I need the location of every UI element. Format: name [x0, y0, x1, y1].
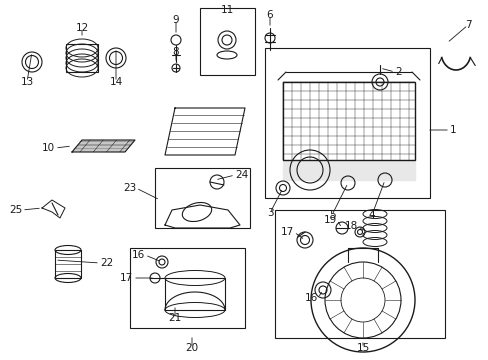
- Text: 22: 22: [100, 258, 113, 268]
- Text: 23: 23: [122, 183, 136, 193]
- Bar: [66, 44, 98, 72]
- Text: 24: 24: [235, 170, 248, 180]
- Text: 12: 12: [75, 23, 88, 33]
- Bar: [164, 278, 224, 310]
- Text: 5: 5: [328, 210, 335, 220]
- Text: 10: 10: [42, 143, 55, 153]
- Text: 17: 17: [120, 273, 133, 283]
- Text: 11: 11: [220, 5, 233, 15]
- Text: 15: 15: [356, 343, 369, 353]
- Text: 1: 1: [449, 125, 456, 135]
- Text: 25: 25: [9, 205, 22, 215]
- Polygon shape: [283, 160, 414, 180]
- Text: 9: 9: [172, 15, 179, 25]
- Text: 19: 19: [323, 215, 336, 225]
- Bar: [55, 250, 81, 278]
- Bar: [274, 210, 444, 338]
- Bar: [155, 168, 249, 228]
- Bar: [130, 248, 244, 328]
- Bar: [264, 48, 429, 198]
- Text: 7: 7: [464, 20, 470, 30]
- Text: 3: 3: [266, 208, 273, 218]
- Text: 8: 8: [172, 47, 179, 57]
- Text: 18: 18: [344, 221, 357, 231]
- Text: 17: 17: [280, 227, 293, 237]
- Text: 14: 14: [109, 77, 122, 87]
- Text: 16: 16: [131, 250, 145, 260]
- Text: 16: 16: [304, 293, 317, 303]
- Text: 4: 4: [368, 210, 375, 220]
- Text: 2: 2: [394, 67, 401, 77]
- Text: 6: 6: [266, 10, 273, 20]
- Text: 13: 13: [20, 77, 34, 87]
- Text: 21: 21: [168, 313, 181, 323]
- Bar: [200, 8, 254, 75]
- Bar: [283, 82, 414, 160]
- Text: 20: 20: [185, 343, 198, 353]
